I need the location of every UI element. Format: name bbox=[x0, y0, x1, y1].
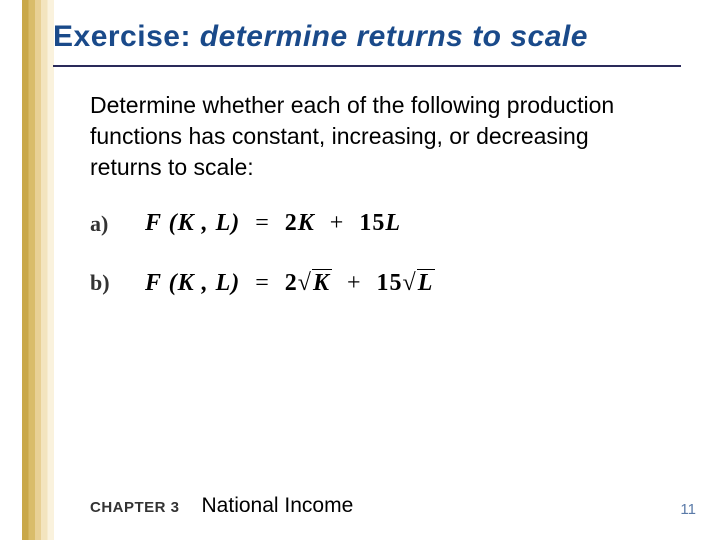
title-underline bbox=[53, 65, 681, 67]
equation-body: F (K , L) = 2K + 15L bbox=[145, 269, 435, 297]
page-number: 11 bbox=[680, 501, 696, 518]
equation-row: a) F (K , L) = 2K + 15L bbox=[90, 210, 650, 237]
body-text: Determine whether each of the following … bbox=[90, 90, 660, 183]
slide-title: Exercise: determine returns to scale bbox=[53, 20, 690, 54]
equations-block: a) F (K , L) = 2K + 15L b) F (K , L) = 2… bbox=[90, 210, 650, 329]
sqrt-icon: L bbox=[403, 269, 436, 297]
title-prefix: Exercise: bbox=[53, 20, 191, 53]
equation-label: a) bbox=[90, 211, 145, 237]
equation-row: b) F (K , L) = 2K + 15L bbox=[90, 269, 650, 297]
slide-footer: CHAPTER 3 National Income bbox=[90, 494, 353, 518]
equation-label: b) bbox=[90, 270, 145, 296]
chapter-title: National Income bbox=[202, 494, 354, 518]
sqrt-icon: K bbox=[298, 269, 332, 297]
chapter-label: CHAPTER 3 bbox=[90, 499, 180, 516]
decorative-left-stripe bbox=[22, 0, 54, 540]
equation-body: F (K , L) = 2K + 15L bbox=[145, 210, 401, 237]
title-emphasis: determine returns to scale bbox=[200, 20, 588, 53]
